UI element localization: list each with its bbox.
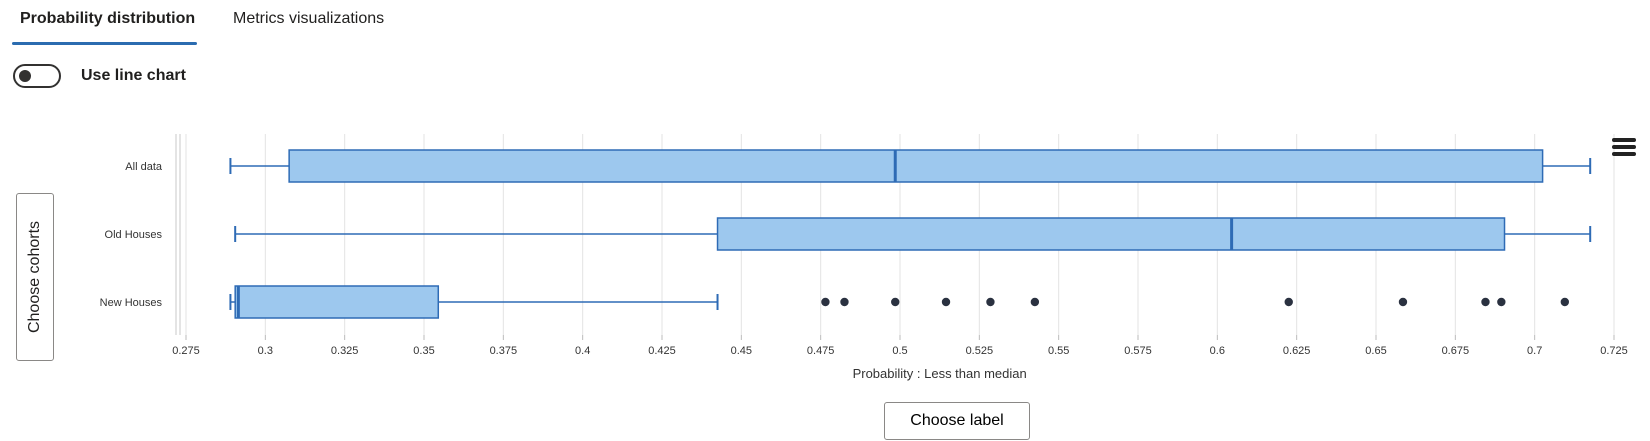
toggle-knob	[19, 70, 31, 82]
toggle-label: Use line chart	[81, 67, 186, 84]
outlier-point	[1284, 297, 1293, 307]
box-iqr	[716, 217, 1506, 251]
x-tick-label: 0.6	[1210, 345, 1225, 357]
outlier-point	[1030, 297, 1040, 307]
outlier-point	[1560, 297, 1570, 307]
tab-probability-distribution[interactable]: Probability distribution	[20, 10, 196, 27]
x-tick-label: 0.475	[807, 345, 835, 357]
x-tick-label: 0.275	[172, 345, 200, 357]
tab-metrics-visualizations[interactable]: Metrics visualizations	[233, 10, 385, 27]
outlier-point	[840, 297, 849, 307]
x-tick-label: 0.55	[1048, 345, 1069, 357]
tab-bar: Probability distribution Metrics visuali…	[0, 0, 1650, 46]
outlier-point	[1497, 297, 1506, 307]
choose-label-button[interactable]: Choose label	[884, 402, 1030, 440]
active-tab-indicator	[12, 42, 197, 45]
choose-cohorts-button[interactable]: Choose cohorts	[16, 193, 54, 361]
outlier-point	[941, 297, 951, 307]
x-tick-label: 0.575	[1124, 345, 1152, 357]
outlier-point	[986, 297, 995, 307]
outlier-point	[1398, 297, 1408, 307]
x-tick-label: 0.675	[1442, 345, 1470, 357]
box-iqr	[234, 285, 440, 319]
x-tick-label: 0.4	[575, 345, 590, 357]
x-tick-label: 0.3	[258, 345, 273, 357]
y-category-label: New Houses	[100, 297, 163, 309]
x-tick-label: 0.525	[966, 345, 994, 357]
outlier-point	[1481, 297, 1490, 307]
hamburger-menu-icon[interactable]	[1612, 138, 1636, 158]
line-chart-toggle[interactable]	[13, 64, 61, 88]
x-tick-label: 0.45	[731, 345, 752, 357]
x-axis-title: Probability : Less than median	[853, 366, 1027, 381]
x-tick-label: 0.325	[331, 345, 359, 357]
box-iqr	[288, 149, 1544, 183]
y-category-label: All data	[125, 161, 163, 173]
x-tick-label: 0.35	[413, 345, 434, 357]
x-tick-label: 0.65	[1365, 345, 1386, 357]
x-tick-label: 0.5	[892, 345, 907, 357]
x-tick-label: 0.7	[1527, 345, 1542, 357]
x-tick-label: 0.625	[1283, 345, 1311, 357]
outlier-point	[891, 297, 900, 307]
box-plot-chart: 0.275 0.3 0.325 0.35 0.375 0.4 0.425 0.45 0.475 0…	[100, 134, 1628, 381]
outlier-point	[821, 297, 830, 307]
x-tick-label: 0.375	[490, 345, 518, 357]
x-tick-label: 0.725	[1600, 345, 1628, 357]
x-tick-label: 0.425	[648, 345, 676, 357]
y-category-label: Old Houses	[105, 229, 163, 241]
